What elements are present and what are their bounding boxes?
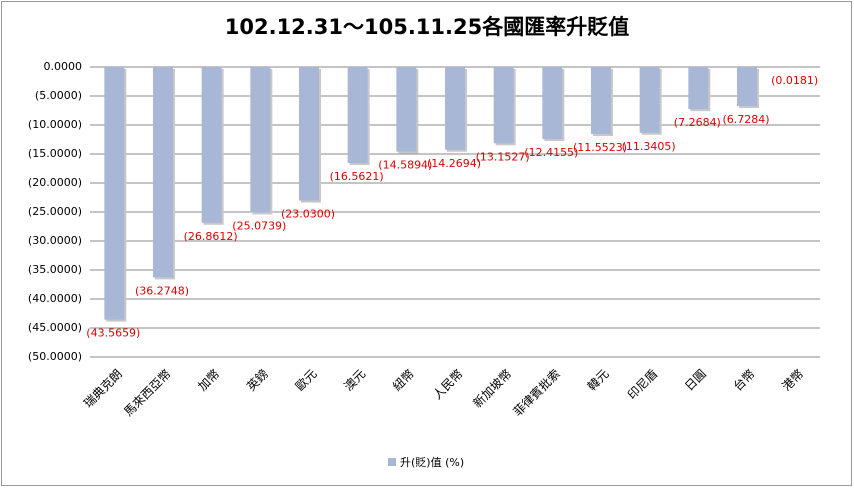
bar xyxy=(153,67,173,278)
value-label: (7.2684) xyxy=(674,116,721,129)
value-label: (12.4155) xyxy=(524,146,578,159)
legend-swatch xyxy=(388,458,396,466)
value-label: (43.5659) xyxy=(86,327,140,340)
y-tick-label: (45.0000) xyxy=(28,321,82,334)
bar xyxy=(201,67,222,223)
bar xyxy=(737,67,757,107)
value-label: (14.5894) xyxy=(378,159,432,172)
value-label: (25.0739) xyxy=(232,219,286,232)
bar xyxy=(445,67,465,150)
bar xyxy=(299,67,319,201)
y-tick-label: (25.0000) xyxy=(28,205,82,218)
y-tick-label: (10.0000) xyxy=(28,118,82,131)
bar xyxy=(104,67,125,320)
value-label: (11.3405) xyxy=(622,140,676,153)
bar xyxy=(250,67,271,213)
y-tick-label: (35.0000) xyxy=(28,263,82,276)
y-tick-label: (20.0000) xyxy=(28,176,82,189)
bar xyxy=(542,67,563,140)
bar xyxy=(493,67,514,144)
value-label: (23.0300) xyxy=(281,208,335,221)
bar xyxy=(591,67,611,135)
value-label: (26.8612) xyxy=(184,230,238,243)
value-label: (36.2748) xyxy=(135,284,189,297)
y-tick-label: (30.0000) xyxy=(28,234,82,247)
value-label: (13.1527) xyxy=(476,150,530,163)
y-tick-label: (50.0000) xyxy=(28,350,82,363)
y-tick-label: (5.0000) xyxy=(35,89,82,102)
value-label: (14.2694) xyxy=(427,157,481,170)
legend-label: 升(貶)值 (%) xyxy=(400,456,464,469)
value-label: (11.5523) xyxy=(573,141,627,154)
y-tick-label: (40.0000) xyxy=(28,292,82,305)
bar xyxy=(396,67,417,152)
y-tick-label: (15.0000) xyxy=(28,147,82,160)
value-label: (6.7284) xyxy=(722,113,769,126)
chart-title: 102.12.31～105.11.25各國匯率升貶值 xyxy=(225,15,629,39)
value-label: (0.0181) xyxy=(771,74,818,87)
bar xyxy=(688,67,709,110)
y-tick-label: 0.0000 xyxy=(44,60,83,73)
bar xyxy=(347,67,368,164)
bar xyxy=(639,67,660,133)
value-label: (16.5621) xyxy=(330,170,384,183)
